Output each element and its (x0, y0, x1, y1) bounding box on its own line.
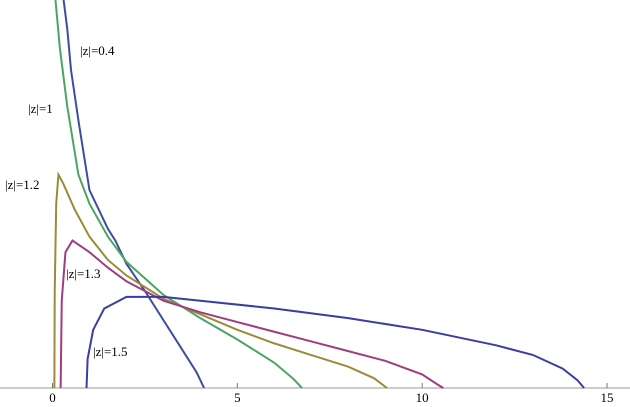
series-label: |z|=1.3 (66, 266, 101, 281)
series-line (59, 239, 444, 389)
series-label: |z|=1.5 (93, 344, 128, 359)
series-label: |z|=0.4 (80, 43, 115, 58)
series-line (53, 171, 388, 389)
series-label: |z|=1 (28, 101, 53, 116)
x-tick-label: 5 (234, 390, 241, 405)
series-label: |z|=1.2 (5, 177, 40, 192)
series-line (85, 295, 585, 389)
series-line (54, 0, 303, 389)
x-tick-label: 0 (49, 390, 56, 405)
x-tick-label: 15 (601, 390, 614, 405)
x-tick-label: 10 (416, 390, 429, 405)
series-line (62, 0, 205, 389)
